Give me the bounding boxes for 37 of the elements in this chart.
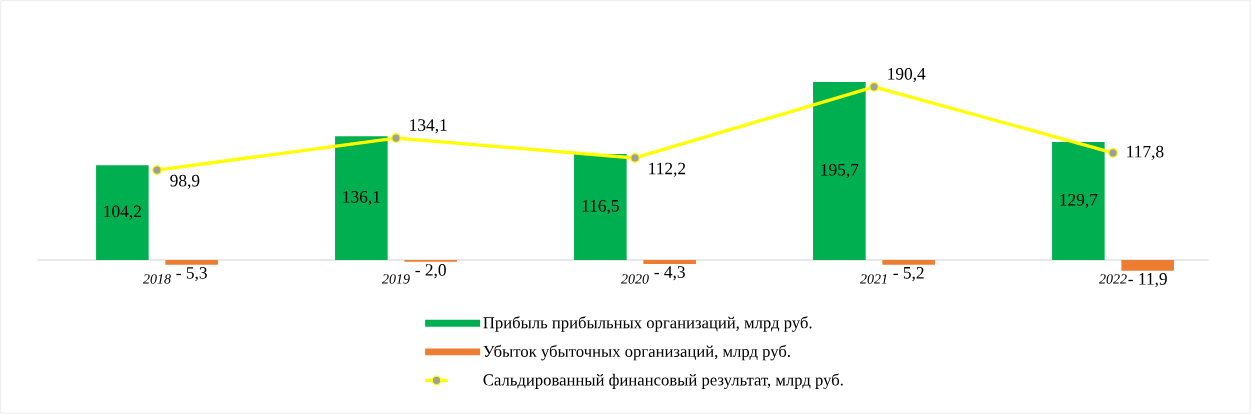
point bbox=[152, 165, 162, 175]
data-label: - 5,3 bbox=[176, 267, 207, 282]
point bbox=[630, 153, 640, 163]
data-label: - 5,2 bbox=[893, 266, 924, 282]
bar bbox=[813, 82, 866, 260]
data-label: 134,1 bbox=[410, 119, 447, 134]
x-tick-label: 2021 bbox=[860, 274, 887, 284]
data-label: 117,8 bbox=[1127, 145, 1164, 160]
bar bbox=[1052, 142, 1105, 260]
data-label: 104,2 bbox=[104, 205, 141, 220]
legend-label: Сальдированный финансовый результат, млрд руб. bbox=[483, 373, 843, 389]
data-label: - 4,3 bbox=[654, 266, 685, 281]
bar bbox=[1121, 260, 1174, 271]
data-label: 129,7 bbox=[1060, 193, 1098, 209]
x-tick-label: 2019 bbox=[382, 274, 410, 284]
bar bbox=[574, 154, 627, 260]
x-tick-label: 2018 bbox=[143, 274, 171, 284]
point bbox=[391, 133, 401, 143]
x-tick-label: 2020 bbox=[621, 274, 649, 284]
bar bbox=[882, 260, 935, 265]
data-label: 195,7 bbox=[821, 163, 859, 179]
data-label: 98,9 bbox=[170, 174, 200, 189]
data-label: 136,1 bbox=[343, 191, 380, 206]
data-label: - 2,0 bbox=[415, 264, 446, 279]
data-label: - 11,9 bbox=[1128, 273, 1167, 288]
bar bbox=[96, 165, 149, 260]
data-label: 116,5 bbox=[582, 199, 619, 215]
data-label: 190,4 bbox=[888, 67, 926, 83]
x-tick-label: 2022 bbox=[1099, 274, 1127, 284]
point bbox=[1108, 147, 1118, 158]
legend-label: Убыток убыточных организаций, млрд руб. bbox=[483, 344, 790, 361]
legend-label: Прибыль прибыльных организаций, млрд руб. bbox=[483, 316, 812, 332]
data-label: 112,2 bbox=[649, 162, 686, 177]
bar bbox=[335, 136, 388, 260]
point bbox=[869, 81, 879, 92]
bar bbox=[643, 260, 696, 264]
bar bbox=[165, 260, 218, 265]
